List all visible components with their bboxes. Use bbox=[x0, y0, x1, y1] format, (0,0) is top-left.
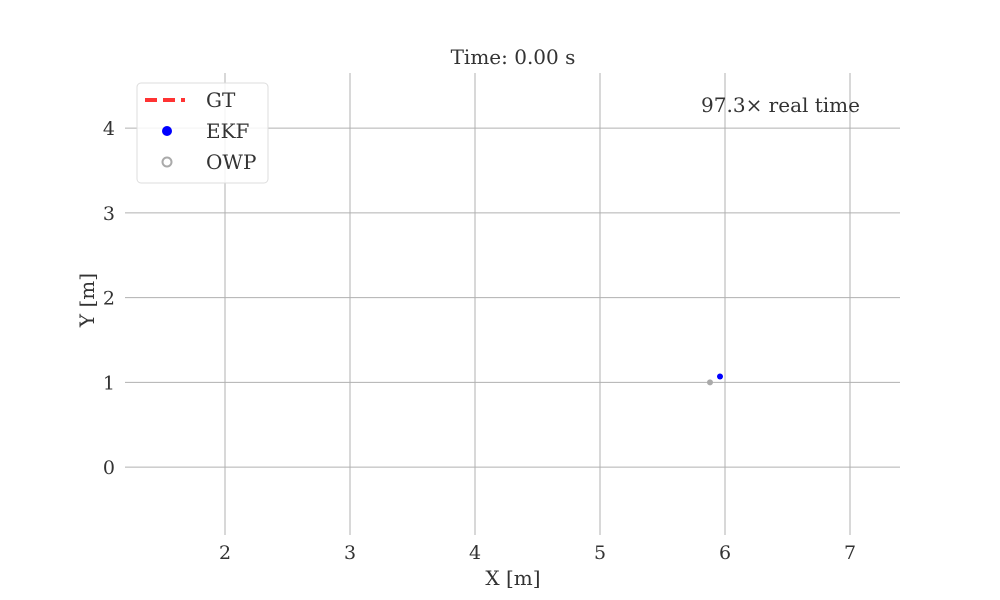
y-tick-label: 1 bbox=[103, 372, 115, 394]
y-tick-label: 2 bbox=[103, 288, 115, 310]
data-marks bbox=[707, 373, 723, 386]
x-tick-label: 4 bbox=[469, 542, 481, 564]
y-axis-label: Y [m] bbox=[75, 273, 99, 328]
x-tick-label: 2 bbox=[219, 542, 231, 564]
x-tick-label: 5 bbox=[594, 542, 606, 564]
x-tick-label: 6 bbox=[719, 542, 731, 564]
x-axis-label: X [m] bbox=[485, 566, 540, 590]
y-tick-label: 4 bbox=[103, 118, 115, 140]
legend: GT EKF OWP bbox=[136, 82, 269, 184]
owp-point bbox=[707, 379, 713, 386]
x-tick-label: 7 bbox=[844, 542, 856, 564]
ekf-point bbox=[717, 373, 723, 380]
legend-owp-swatch bbox=[161, 156, 173, 168]
chart-title: Time: 0.00 s bbox=[451, 45, 576, 69]
legend-gt-label: GT bbox=[206, 88, 236, 112]
legend-ekf-label: EKF bbox=[206, 119, 250, 143]
legend-owp-label: OWP bbox=[206, 150, 256, 174]
ticks: 2 3 4 5 6 7 0 1 2 3 4 bbox=[103, 118, 856, 564]
y-tick-label: 0 bbox=[103, 457, 115, 479]
y-tick-label: 3 bbox=[103, 203, 115, 225]
realtime-annotation: 97.3× real time bbox=[701, 93, 860, 117]
legend-ekf-swatch bbox=[162, 126, 172, 136]
x-tick-label: 3 bbox=[344, 542, 356, 564]
